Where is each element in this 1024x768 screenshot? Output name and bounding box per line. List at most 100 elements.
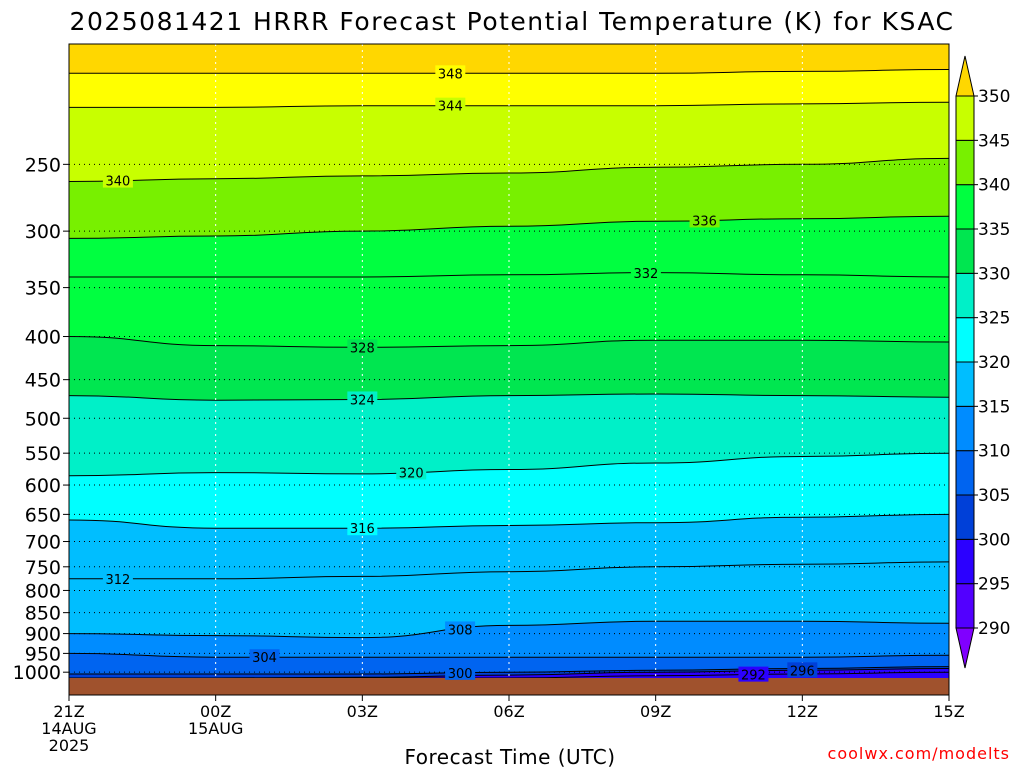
y-tick-label: 500	[25, 408, 61, 430]
colorbar-segment	[955, 228, 975, 274]
contour-label-bg	[689, 212, 720, 228]
colorbar-segment	[955, 538, 975, 585]
y-tick-label: 1000	[13, 662, 61, 684]
colorbar-segment	[955, 450, 975, 496]
colorbar-label: 310	[978, 442, 1010, 462]
colorbar-label: 320	[978, 353, 1010, 373]
colorbar-segment	[955, 317, 975, 363]
y-tick-label: 900	[25, 624, 61, 646]
colorbar-label: 335	[978, 220, 1010, 240]
contour-label-bg	[445, 664, 476, 680]
x-tick-label: 06Z	[493, 702, 524, 721]
contour-label: 296	[790, 664, 815, 679]
y-tick-label: 300	[25, 221, 61, 243]
contour-label: 304	[252, 651, 277, 666]
contour-label-bg	[347, 520, 378, 536]
contour-line-324	[69, 393, 949, 401]
x-tick-label: 12Z	[787, 702, 818, 721]
colorbar-segment	[955, 272, 975, 319]
x-tick-label: 2025	[49, 736, 90, 755]
colorbar-segment	[955, 494, 975, 540]
colorbar-segment	[955, 184, 975, 230]
colorbar-top-arrow	[955, 55, 975, 97]
color-band	[69, 514, 949, 579]
x-tick-label: 03Z	[347, 702, 378, 721]
contour-label: 340	[105, 175, 130, 190]
contour-label-bg	[787, 662, 818, 678]
contour-label-bg	[435, 65, 466, 81]
y-tick-label: 850	[25, 603, 61, 625]
ground	[69, 678, 949, 695]
colorbar-label: 300	[978, 530, 1010, 550]
contour-label-bg	[435, 97, 466, 113]
colorbar-label: 305	[978, 486, 1010, 506]
colorbar-segment	[955, 139, 975, 186]
colorbar-segment	[955, 361, 975, 407]
contour-label: 344	[438, 100, 463, 115]
contour-label-bg	[445, 621, 476, 637]
x-tick-label: 21Z	[53, 702, 84, 721]
contour-label-bg	[347, 391, 378, 407]
color-band	[69, 158, 949, 239]
contour-line-348	[69, 69, 949, 74]
contour-line-320	[69, 452, 949, 477]
colorbar-segment	[955, 405, 975, 452]
x-axis-title: Forecast Time (UTC)	[404, 745, 615, 768]
x-tick-label: 15AUG	[188, 719, 243, 738]
y-tick-label: 550	[25, 443, 61, 465]
contour-label-bg	[738, 666, 769, 682]
colorbar-bottom-arrow	[955, 627, 975, 669]
colorbar-label: 315	[978, 397, 1010, 417]
colorbar-label: 325	[978, 309, 1010, 329]
color-band	[69, 69, 949, 108]
colorbar-label: 340	[978, 176, 1010, 196]
contour-line-332	[69, 272, 949, 278]
contour-label: 320	[399, 466, 424, 481]
color-band	[69, 668, 949, 678]
colorbar-label: 350	[978, 87, 1010, 107]
x-tick-label: 00Z	[200, 702, 231, 721]
y-tick-label: 450	[25, 370, 61, 392]
y-tick-label: 350	[25, 278, 61, 300]
y-axis: 2503003504004505005506006507007508008509…	[13, 154, 69, 684]
y-tick-label: 700	[25, 532, 61, 554]
x-tick-label: 14AUG	[41, 719, 96, 738]
y-tick-label: 650	[25, 504, 61, 526]
contour-label-bg	[630, 264, 661, 280]
contour-label-bg	[102, 570, 133, 586]
color-band	[69, 561, 949, 638]
colorbar-segment	[955, 583, 975, 629]
colorbar-label: 330	[978, 264, 1010, 284]
colorbar-label: 295	[978, 575, 1010, 595]
colorbar-label: 345	[978, 131, 1010, 151]
contour-label-bg	[347, 339, 378, 355]
color-band	[69, 453, 949, 529]
contour-label-bg	[102, 172, 133, 188]
contour-label: 312	[105, 573, 130, 588]
y-tick-label: 800	[25, 580, 61, 602]
x-tick-label: 15Z	[933, 702, 964, 721]
colorbar-segment	[955, 95, 975, 141]
y-tick-label: 950	[25, 643, 61, 665]
contour-label: 316	[350, 522, 375, 537]
colorbar: 290 295 300 305 310 315 320 325 330 335 340 345 350	[955, 55, 1010, 669]
contour-label-bg	[249, 649, 280, 665]
x-tick-label: 09Z	[640, 702, 671, 721]
contour-label: 308	[448, 623, 473, 638]
colorbar-label: 290	[978, 619, 1010, 639]
contour-label: 328	[350, 341, 375, 356]
contour-label: 324	[350, 393, 375, 408]
contour-label: 292	[741, 669, 766, 684]
contour-label: 336	[692, 214, 717, 229]
y-tick-label: 400	[25, 327, 61, 349]
color-band	[69, 44, 949, 74]
contour-label-bg	[396, 464, 427, 480]
contour-label: 332	[633, 267, 658, 282]
chart-title: 2025081421 HRRR Forecast Potential Tempe…	[70, 7, 955, 36]
y-tick-label: 600	[25, 475, 61, 497]
grid-lines	[68, 44, 950, 678]
ground-fill	[69, 678, 949, 695]
credit-text: coolwx.com/modelts	[828, 744, 1010, 763]
